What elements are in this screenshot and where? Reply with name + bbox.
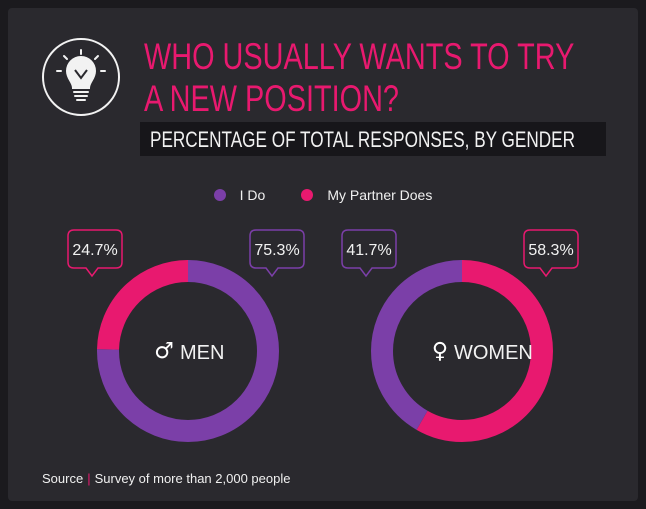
source-separator: | <box>87 471 91 486</box>
subtitle-bar: PERCENTAGE OF TOTAL RESPONSES, BY GENDER <box>140 122 606 156</box>
legend-swatch-i-do <box>213 189 226 201</box>
female-icon: ♀ <box>432 339 448 364</box>
data-label-women-partner: 58.3% <box>528 242 573 259</box>
source-label: Source <box>42 471 84 486</box>
chart-title: WHO USUALLY WANTS TO TRY A NEW POSITION? <box>144 36 574 120</box>
data-label-men-partner: 24.7% <box>72 242 117 259</box>
callout-bubble-men-i-do <box>249 229 305 278</box>
title-line-2: A NEW POSITION? <box>144 78 399 119</box>
source-note: Source | Survey of more than 2,000 people <box>42 471 290 486</box>
chart-subtitle: PERCENTAGE OF TOTAL RESPONSES, BY GENDER <box>150 127 575 152</box>
male-icon: ♂ <box>154 339 174 364</box>
donut-slice-women-i-do <box>371 260 553 442</box>
donut-center-men: ♂ MEN <box>154 339 224 364</box>
legend-label-partner: My Partner Does <box>327 187 433 203</box>
callout-bubble-women-i-do <box>341 229 397 278</box>
title-line-1: WHO USUALLY WANTS TO TRY <box>144 36 575 77</box>
callout-bubble-men-partner <box>67 229 123 278</box>
data-label-men-i-do: 75.3% <box>254 242 299 259</box>
legend-swatch-partner <box>301 189 314 201</box>
donut-slice-men-partner <box>97 260 279 442</box>
donut-title-men: MEN <box>180 342 224 364</box>
donut-center-women: ♀ WOMEN <box>432 339 533 364</box>
donut-chart-men: ♂ MEN 24.7% 75.3% <box>67 229 305 442</box>
source-text: Survey of more than 2,000 people <box>94 471 291 486</box>
legend-item-partner: My Partner Does <box>301 187 432 203</box>
callout-bubble-women-partner <box>523 229 579 278</box>
legend: I Do My Partner Does <box>8 184 638 206</box>
lightbulb-icon <box>42 38 120 116</box>
infographic-card: WHO USUALLY WANTS TO TRY A NEW POSITION?… <box>8 8 638 501</box>
legend-label-i-do: I Do <box>239 187 266 203</box>
data-label-women-i-do: 41.7% <box>346 242 391 259</box>
donut-title-women: WOMEN <box>454 342 533 364</box>
donut-chart-women: ♀ WOMEN 41.7% 58.3% <box>341 229 579 442</box>
legend-item-i-do: I Do <box>213 187 266 203</box>
